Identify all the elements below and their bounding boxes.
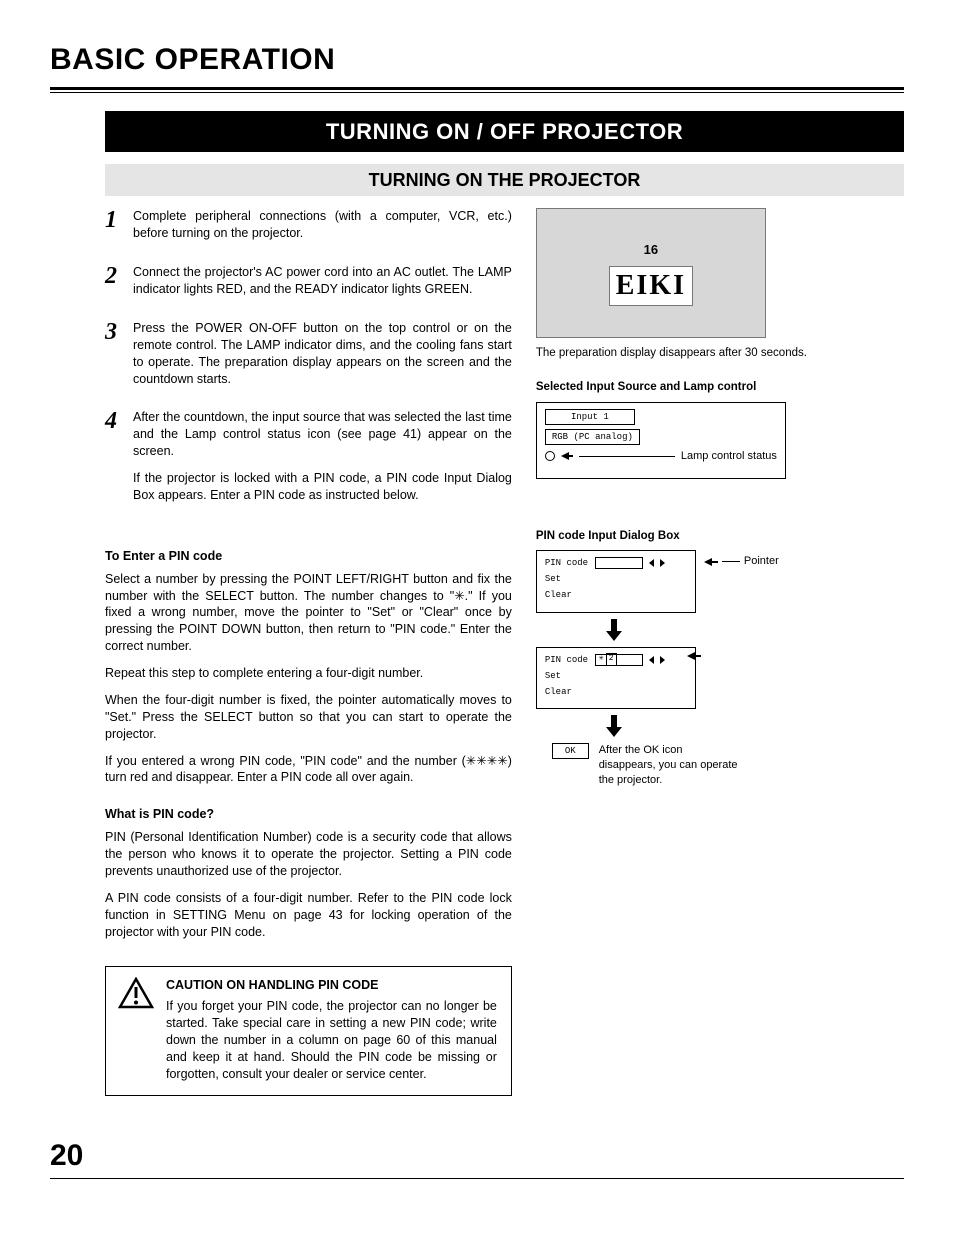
triangle-left-icon [649, 656, 654, 664]
pin-clear-label: Clear [545, 686, 589, 698]
countdown-number: 16 [644, 241, 658, 259]
ok-icon-box: OK [552, 743, 589, 759]
pin-dialog-2: PIN code ✳ 2 Set Clear [536, 647, 696, 709]
step-number: 1 [105, 208, 133, 252]
step-2: 2 Connect the projector's AC power cord … [105, 264, 512, 308]
pin-code-field [595, 557, 643, 569]
rule-thin [50, 92, 904, 93]
left-column: 1 Complete peripheral connections (with … [105, 208, 512, 1095]
arrow-left-icon [687, 652, 701, 660]
page-number: 20 [50, 1136, 904, 1177]
section-title-bar: TURNING ON / OFF PROJECTOR [105, 111, 904, 153]
ok-note: After the OK icon disappears, you can op… [599, 743, 739, 788]
step-number: 3 [105, 320, 133, 398]
footer-rule [50, 1178, 904, 1179]
step-1: 1 Complete peripheral connections (with … [105, 208, 512, 252]
pin-what-heading: What is PIN code? [105, 806, 512, 823]
arrow-down-icon [606, 619, 620, 641]
step-number: 4 [105, 409, 133, 513]
body-text: If you entered a wrong PIN code, "PIN co… [105, 753, 512, 787]
pin-set-label: Set [545, 573, 589, 585]
step-text: After the countdown, the input source th… [133, 409, 512, 460]
lamp-status-label: Lamp control status [681, 449, 777, 464]
pin-code-field: ✳ 2 [595, 654, 643, 666]
pin-active-digit: 2 [606, 653, 617, 666]
pin-dialog-1: PIN code Set Clear [536, 550, 696, 612]
step-3: 3 Press the POWER ON-OFF button on the t… [105, 320, 512, 398]
pin-dialog-heading: PIN code Input Dialog Box [536, 529, 904, 545]
eiki-logo: EIKI [609, 266, 693, 306]
arrow-left-icon [704, 558, 718, 566]
lamp-icon [545, 451, 555, 461]
ok-row: OK After the OK icon disappears, you can… [536, 743, 746, 788]
source-lamp-heading: Selected Input Source and Lamp control [536, 380, 904, 396]
pin-code-label: PIN code [545, 557, 589, 569]
step-text: If the projector is locked with a PIN co… [133, 470, 512, 504]
rule-thick [50, 87, 904, 90]
step-text: Complete peripheral connections (with a … [133, 208, 512, 242]
preparation-display: 16 EIKI [536, 208, 766, 338]
right-column: 16 EIKI The preparation display disappea… [536, 208, 904, 1095]
step-number: 2 [105, 264, 133, 308]
caution-text: If you forget your PIN code, the project… [166, 998, 497, 1082]
caution-box: CAUTION ON HANDLING PIN CODE If you forg… [105, 966, 512, 1095]
step-text: Press the POWER ON-OFF button on the top… [133, 320, 512, 388]
pin-code-label: PIN code [545, 654, 589, 666]
step-text: Connect the projector's AC power cord in… [133, 264, 512, 298]
triangle-right-icon [660, 559, 665, 567]
body-text: A PIN code consists of a four-digit numb… [105, 890, 512, 941]
osd-input-cell: Input 1 [545, 409, 635, 425]
arrow-annotation [687, 652, 701, 660]
arrow-down-icon [606, 715, 620, 737]
chapter-title: BASIC OPERATION [50, 40, 904, 81]
osd-mode-cell: RGB (PC analog) [545, 429, 640, 445]
body-text: PIN (Personal Identification Number) cod… [105, 829, 512, 880]
step-4: 4 After the countdown, the input source … [105, 409, 512, 513]
warning-icon [118, 977, 154, 1082]
subsection-title-bar: TURNING ON THE PROJECTOR [105, 164, 904, 196]
pin-masked-char: ✳ [599, 654, 604, 665]
triangle-right-icon [660, 656, 665, 664]
body-text: Repeat this step to complete entering a … [105, 665, 512, 682]
pointer-annotation: Pointer [704, 554, 779, 569]
body-text: When the four-digit number is fixed, the… [105, 692, 512, 743]
osd-source-box: Input 1 RGB (PC analog) Lamp control sta… [536, 402, 786, 479]
pin-enter-heading: To Enter a PIN code [105, 548, 512, 565]
pin-clear-label: Clear [545, 589, 589, 601]
arrow-left-icon [561, 452, 573, 460]
pointer-label: Pointer [744, 554, 779, 569]
caution-title: CAUTION ON HANDLING PIN CODE [166, 977, 497, 994]
triangle-left-icon [649, 559, 654, 567]
preview-caption: The preparation display disappears after… [536, 346, 904, 362]
pin-set-label: Set [545, 670, 589, 682]
body-text: Select a number by pressing the POINT LE… [105, 571, 512, 655]
